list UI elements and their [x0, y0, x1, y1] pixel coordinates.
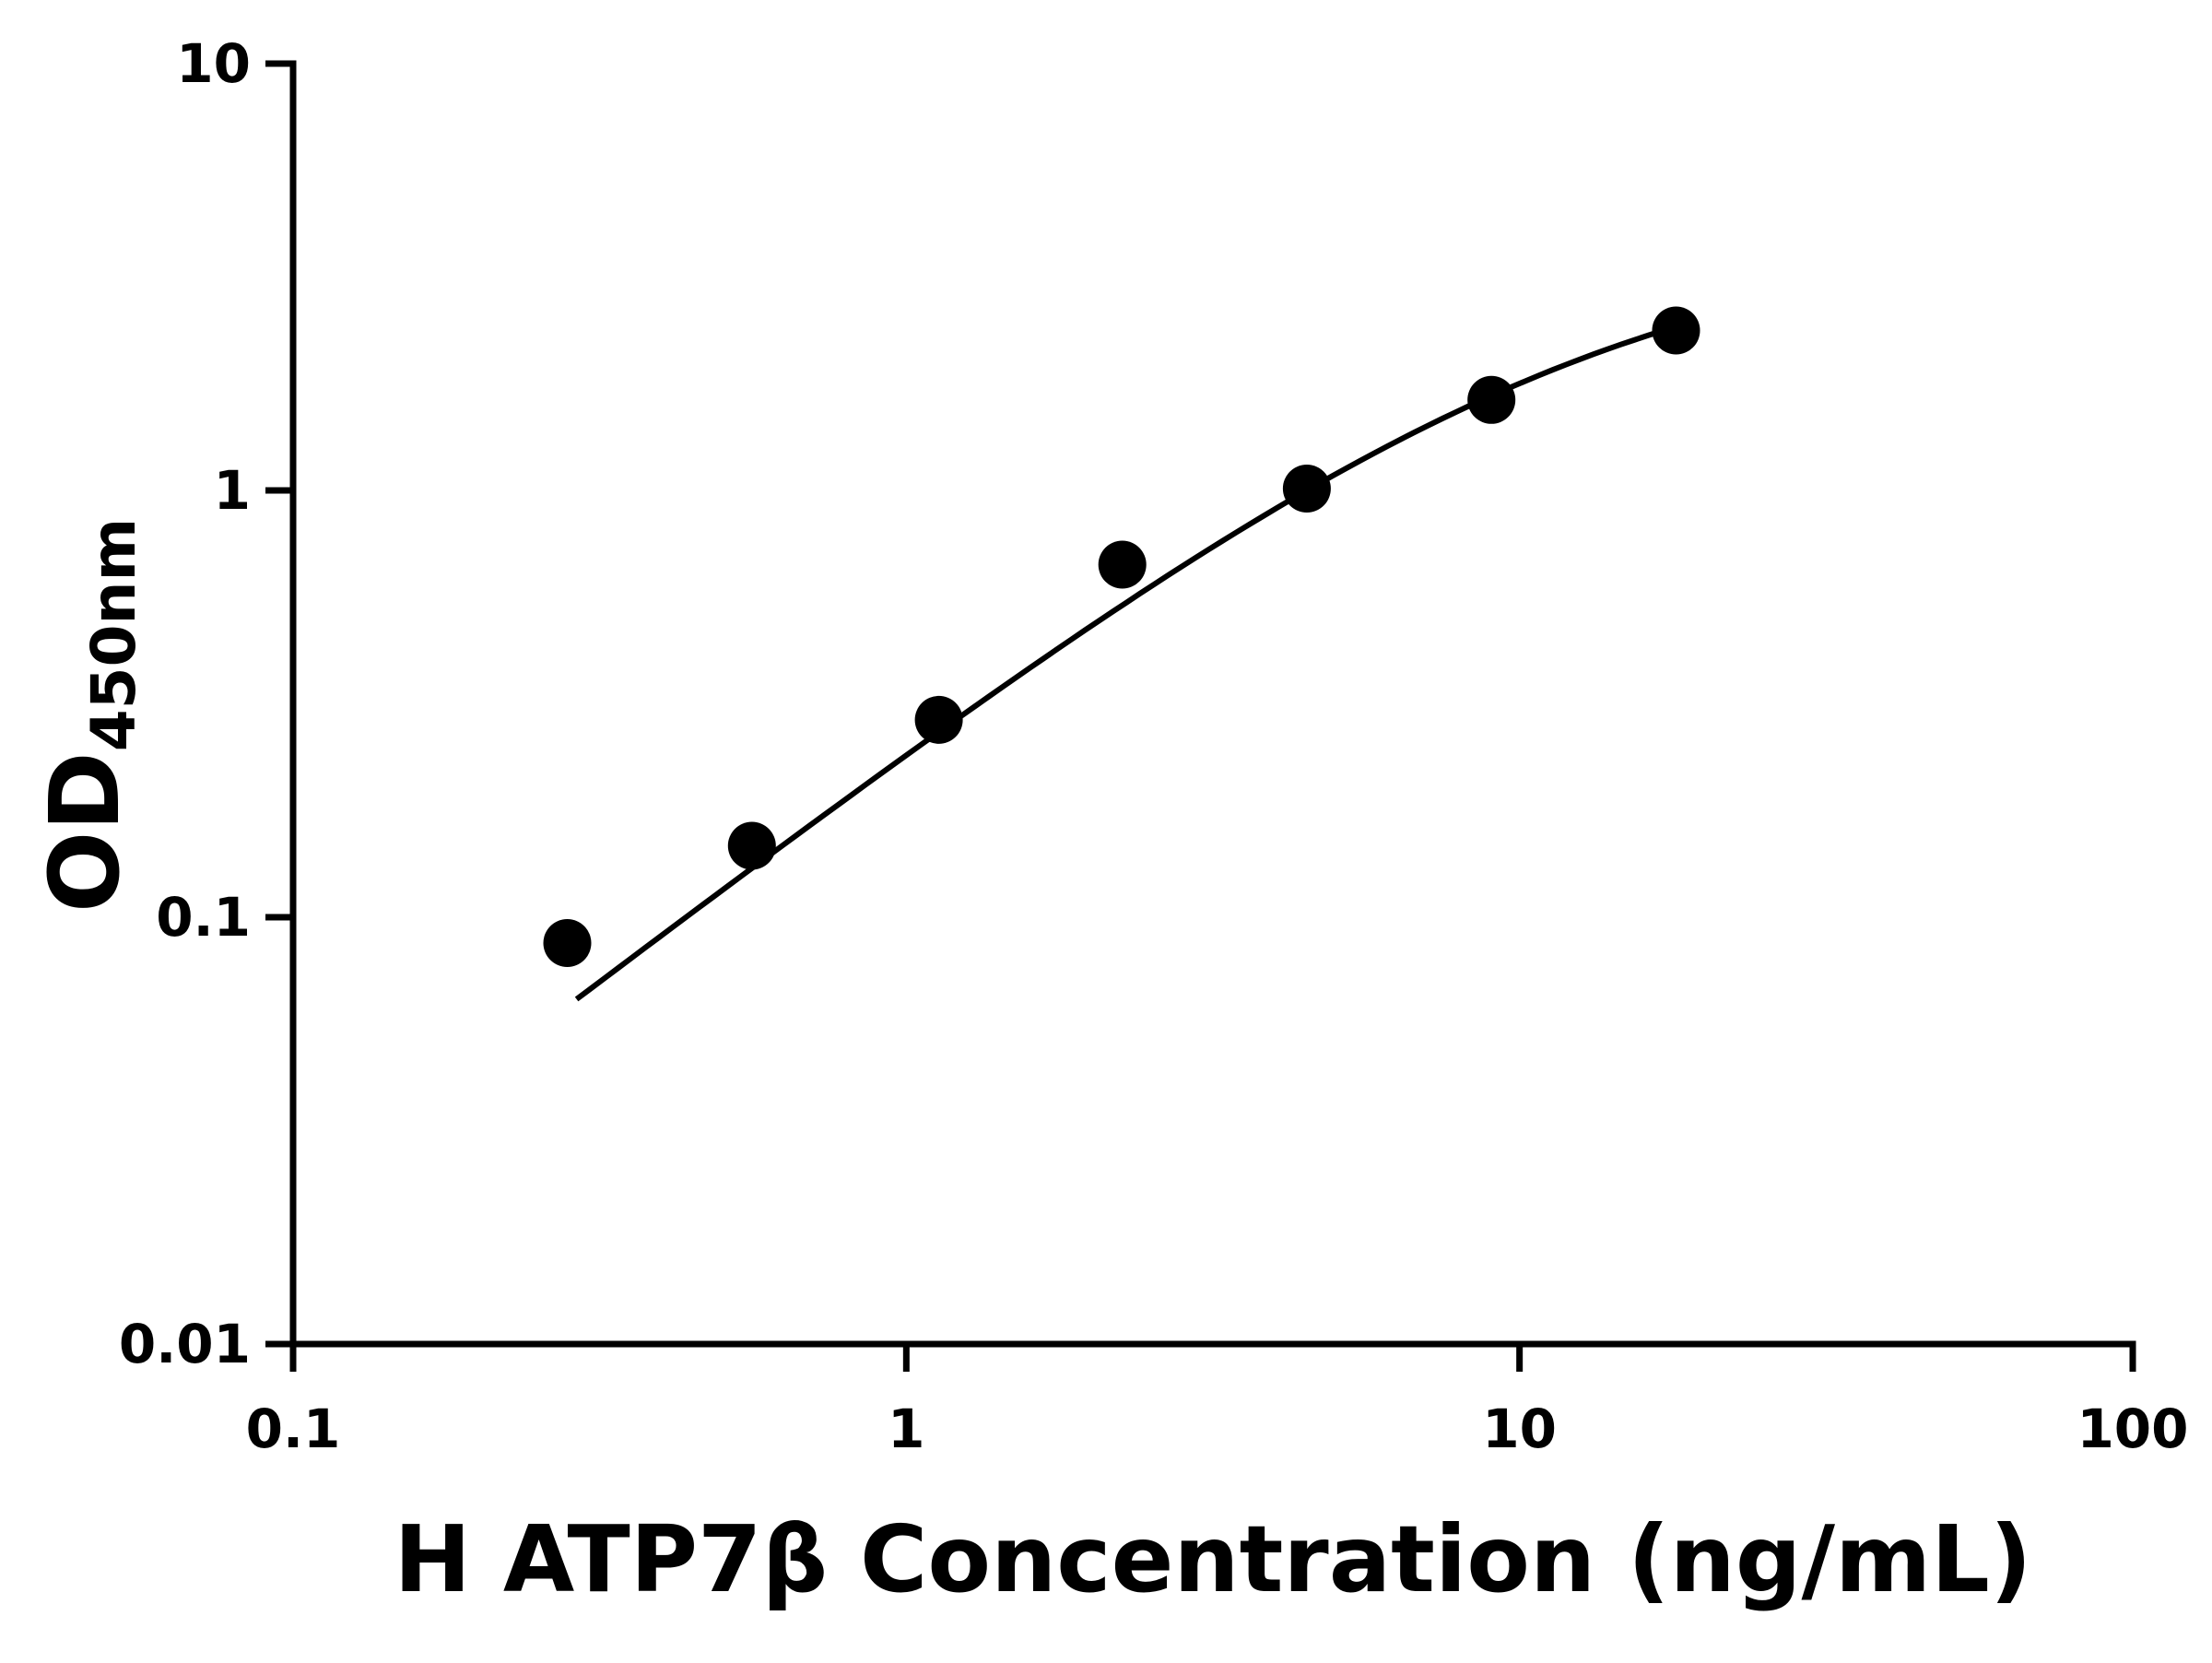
x-tick-label: 10 [1482, 1398, 1557, 1460]
y-tick-label: 1 [214, 459, 251, 522]
data-point [543, 919, 592, 967]
x-tick-label: 100 [2077, 1398, 2188, 1460]
y-axis-title: OD450nm [29, 518, 149, 913]
data-point [727, 821, 776, 870]
fit-curve-line [574, 324, 1677, 1002]
data-point [1467, 375, 1516, 424]
data-point [1282, 465, 1331, 513]
y-tick-label: 0.1 [156, 886, 251, 949]
y-tick-label: 0.01 [119, 1313, 251, 1375]
plot-area: 0.1 1 10 100 0.01 0.1 1 10 [119, 32, 2189, 1460]
data-point [914, 695, 963, 744]
y-tick-label: 10 [176, 32, 251, 95]
x-tick-label: 0.1 [246, 1398, 341, 1460]
y-axis-title-main: OD [29, 751, 141, 913]
x-tick-label: 1 [888, 1398, 924, 1460]
x-axis-title: H ATP7β Concentration (ng/mL) [394, 1505, 2031, 1613]
data-point [1652, 306, 1700, 355]
data-point [1098, 540, 1147, 589]
y-axis-title-sub: 450nm [78, 518, 149, 752]
